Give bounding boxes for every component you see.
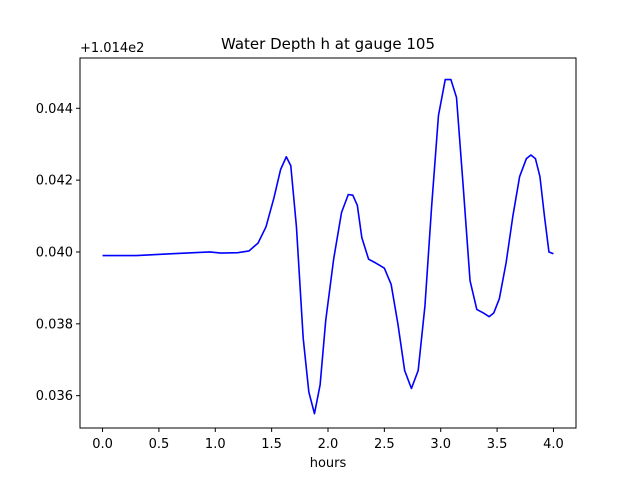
x-tick-label: 1.5 <box>261 437 282 452</box>
x-tick-label: 4.0 <box>543 437 564 452</box>
x-tick-label: 2.5 <box>374 437 395 452</box>
y-tick-label: 0.042 <box>36 174 73 189</box>
x-tick-label: 2.0 <box>318 437 339 452</box>
y-tick-label: 0.036 <box>36 389 73 404</box>
chart-title: Water Depth h at gauge 105 <box>221 35 435 53</box>
x-tick-label: 3.0 <box>430 437 451 452</box>
axes-frame <box>79 57 577 429</box>
x-axis: 0.0 0.5 1.0 1.5 2.0 2.5 3.0 3.5 4.0 <box>92 428 564 452</box>
plot-area <box>102 78 554 415</box>
series-line-water-depth <box>102 78 554 415</box>
x-axis-label: hours <box>310 456 347 471</box>
y-tick-label: 0.038 <box>36 317 73 332</box>
x-tick-label: 3.5 <box>487 437 508 452</box>
x-tick-label: 1.0 <box>205 437 226 452</box>
x-tick-label: 0.0 <box>92 437 113 452</box>
y-offset-label: +1.014e2 <box>80 41 144 56</box>
x-tick-label: 0.5 <box>149 437 170 452</box>
y-axis: 0.036 0.038 0.040 0.042 0.044 <box>36 102 80 404</box>
y-tick-label: 0.044 <box>36 102 73 117</box>
y-tick-label: 0.040 <box>36 245 73 260</box>
